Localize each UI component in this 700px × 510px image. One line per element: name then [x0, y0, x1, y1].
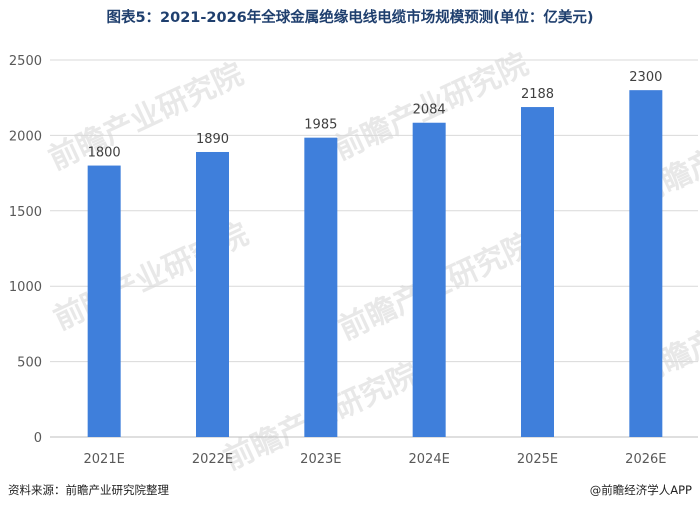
x-tick-label: 2023E	[300, 452, 341, 467]
bar-2021E	[87, 165, 121, 437]
data-label: 1890	[196, 132, 229, 147]
bar-2026E	[629, 90, 663, 437]
data-labels: 1800 1890 1985 2084 2188 2300	[88, 70, 663, 160]
y-tick-label: 0	[34, 431, 42, 446]
bars	[87, 90, 663, 438]
bar-2023E	[304, 137, 338, 438]
y-axis-ticks: 0 500 1000 1500 2000 2500	[9, 54, 42, 446]
x-tick-label: 2025E	[517, 452, 558, 467]
y-tick-label: 1000	[9, 280, 42, 295]
x-tick-label: 2024E	[409, 452, 450, 467]
x-tick-label: 2026E	[625, 452, 666, 467]
y-tick-label: 1500	[9, 205, 42, 220]
source-note: 资料来源：前瞻产业研究院整理	[8, 483, 169, 497]
x-axis-ticks: 2021E 2022E 2023E 2024E 2025E 2026E	[84, 452, 667, 467]
chart-title: 图表5：2021-2026年全球金属绝缘电线电缆市场规模预测(单位：亿美元)	[106, 10, 594, 26]
data-label: 2084	[413, 103, 446, 118]
bar-2025E	[521, 107, 554, 438]
y-tick-label: 500	[17, 356, 42, 371]
data-label: 2188	[521, 87, 554, 102]
bar-2024E	[412, 122, 446, 438]
bar-2022E	[196, 151, 229, 437]
watermark-layer: 前瞻产业研究院前瞻产业研究院前瞻产业研究院前瞻产业研究院前瞻产业研究院前瞻产业研…	[44, 47, 700, 477]
data-label: 2300	[629, 70, 662, 85]
y-tick-label: 2500	[9, 54, 42, 69]
x-tick-label: 2022E	[192, 452, 233, 467]
data-label: 1800	[88, 146, 121, 161]
gridlines	[50, 59, 698, 438]
data-label: 1985	[304, 118, 337, 133]
credit-note: @前瞻经济学人APP	[589, 483, 692, 497]
x-tick-label: 2021E	[84, 452, 125, 467]
y-tick-label: 2000	[9, 129, 42, 144]
